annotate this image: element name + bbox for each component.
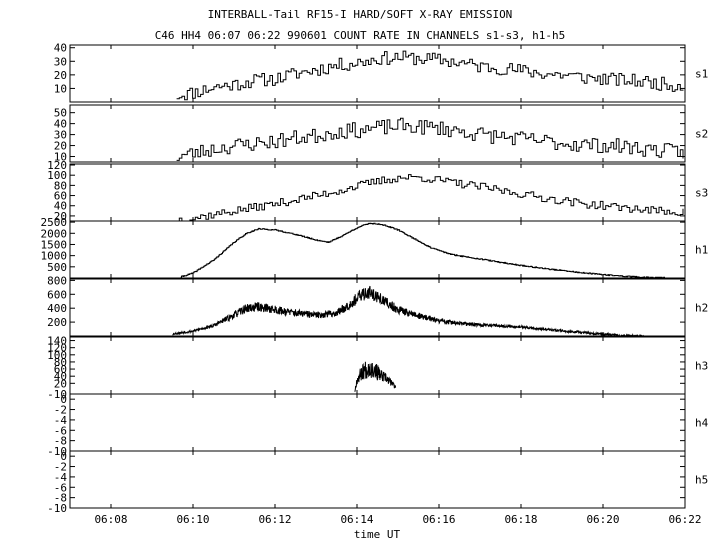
x-tick-label: 06:16 xyxy=(422,513,455,526)
y-tick-label-h5: -8 xyxy=(54,492,67,505)
y-tick-label-s2: 10 xyxy=(54,151,67,164)
y-tick-label-h3: 80 xyxy=(54,356,67,369)
y-tick-label-h3: -10 xyxy=(47,388,67,401)
panel-frame-h2 xyxy=(69,278,686,337)
y-tick-label-h3: 100 xyxy=(47,349,67,362)
y-tick-label-s1: 20 xyxy=(54,69,67,82)
panel-h4: -10-8-6-4-20 h4 xyxy=(47,393,708,458)
y-tick-label-s2: 30 xyxy=(54,129,67,142)
y-tick-label-h4: -6 xyxy=(54,424,67,437)
y-tick-label-h3: 140 xyxy=(47,335,67,348)
y-tick-label-h1: 2000 xyxy=(41,227,68,240)
y-tick-label-s2: 40 xyxy=(54,118,67,131)
y-tick-label-h2: 400 xyxy=(47,302,67,315)
y-tick-label-h1: 1500 xyxy=(41,238,68,251)
y-tick-label-h2: 200 xyxy=(47,316,67,329)
y-tick-label-h4: -10 xyxy=(47,445,67,458)
y-tick-label-s3: 120 xyxy=(47,159,67,172)
y-tick-label-h1: 500 xyxy=(47,261,67,274)
channel-label-s2: s2 xyxy=(695,128,708,141)
x-axis: 06:08 06:10 06:12 06:14 06:16 06:18 06:20 06:22 xyxy=(94,513,701,526)
channel-label-s3: s3 xyxy=(695,187,708,200)
x-tick-label: 06:14 xyxy=(340,513,373,526)
y-tick-label-h1: 1000 xyxy=(41,250,68,263)
y-tick-label-h5: -2 xyxy=(54,461,67,474)
data-trace-s1 xyxy=(176,50,684,101)
y-tick-label-h5: -10 xyxy=(47,502,67,515)
chart-subtitle: C46 HH4 06:07 06:22 990601 COUNT RATE IN… xyxy=(154,29,566,42)
data-trace-s2 xyxy=(176,117,684,161)
y-tick-label-h4: -2 xyxy=(54,404,67,417)
x-tick-label: 06:18 xyxy=(504,513,537,526)
x-tick-label: 06:08 xyxy=(94,513,127,526)
data-trace-h3 xyxy=(354,361,397,392)
panel-frame-s1 xyxy=(69,44,686,103)
x-axis-label: time UT xyxy=(354,528,401,541)
panel-frame-s2 xyxy=(69,104,686,163)
y-tick-label-s2: 50 xyxy=(54,107,67,120)
panel-h5: -10-8-6-4-20 h5 xyxy=(47,450,708,515)
y-tick-label-s1: 30 xyxy=(54,55,67,68)
x-tick-label: 06:10 xyxy=(176,513,209,526)
channel-label-h2: h2 xyxy=(695,302,708,315)
panels-group: 10203040s11020304050s220406080100120s350… xyxy=(41,42,709,515)
y-tick-label-h3: 120 xyxy=(47,342,67,355)
data-trace-h1 xyxy=(180,222,665,279)
y-tick-label-h1: 2500 xyxy=(41,216,68,229)
panel-frame-h4 xyxy=(69,393,686,452)
y-tick-label-s1: 10 xyxy=(54,82,67,95)
panel-frame-s3 xyxy=(69,163,686,222)
y-tick-label-s2: 20 xyxy=(54,140,67,153)
y-tick-label-h4: 0 xyxy=(60,393,67,406)
data-trace-s3 xyxy=(176,174,684,222)
y-tick-label-h3: 60 xyxy=(54,363,67,376)
y-tick-label-s3: 40 xyxy=(54,200,67,213)
data-trace-h2 xyxy=(172,285,644,338)
channel-label-s1: s1 xyxy=(695,68,708,81)
panel-frame-h5 xyxy=(69,450,686,509)
channel-label-h3: h3 xyxy=(695,360,708,373)
channel-label-h1: h1 xyxy=(695,244,708,257)
x-tick-label: 06:20 xyxy=(586,513,619,526)
y-tick-label-h2: 600 xyxy=(47,288,67,301)
panel-frame-h1 xyxy=(69,220,686,279)
y-tick-label-h3: 40 xyxy=(54,370,67,383)
y-tick-label-s1: 40 xyxy=(54,42,67,55)
chart-title: INTERBALL-Tail RF15-I HARD/SOFT X-RAY EM… xyxy=(207,8,513,21)
y-tick-label-h2: 800 xyxy=(47,274,67,287)
y-tick-label-h5: 0 xyxy=(60,450,67,463)
channel-label-h4: h4 xyxy=(695,417,709,430)
y-tick-label-h4: -8 xyxy=(54,435,67,448)
y-tick-label-h5: -4 xyxy=(54,471,68,484)
y-tick-label-h4: -4 xyxy=(54,414,68,427)
y-tick-label-s3: 100 xyxy=(47,169,67,182)
y-tick-label-s3: 60 xyxy=(54,190,67,203)
y-tick-label-h5: -6 xyxy=(54,481,67,494)
channel-label-h5: h5 xyxy=(695,474,708,487)
y-tick-label-h3: 20 xyxy=(54,377,67,390)
y-tick-label-s3: 20 xyxy=(54,210,67,223)
x-tick-label: 06:12 xyxy=(258,513,291,526)
x-tick-label: 06:22 xyxy=(668,513,701,526)
y-tick-label-s3: 80 xyxy=(54,179,67,192)
